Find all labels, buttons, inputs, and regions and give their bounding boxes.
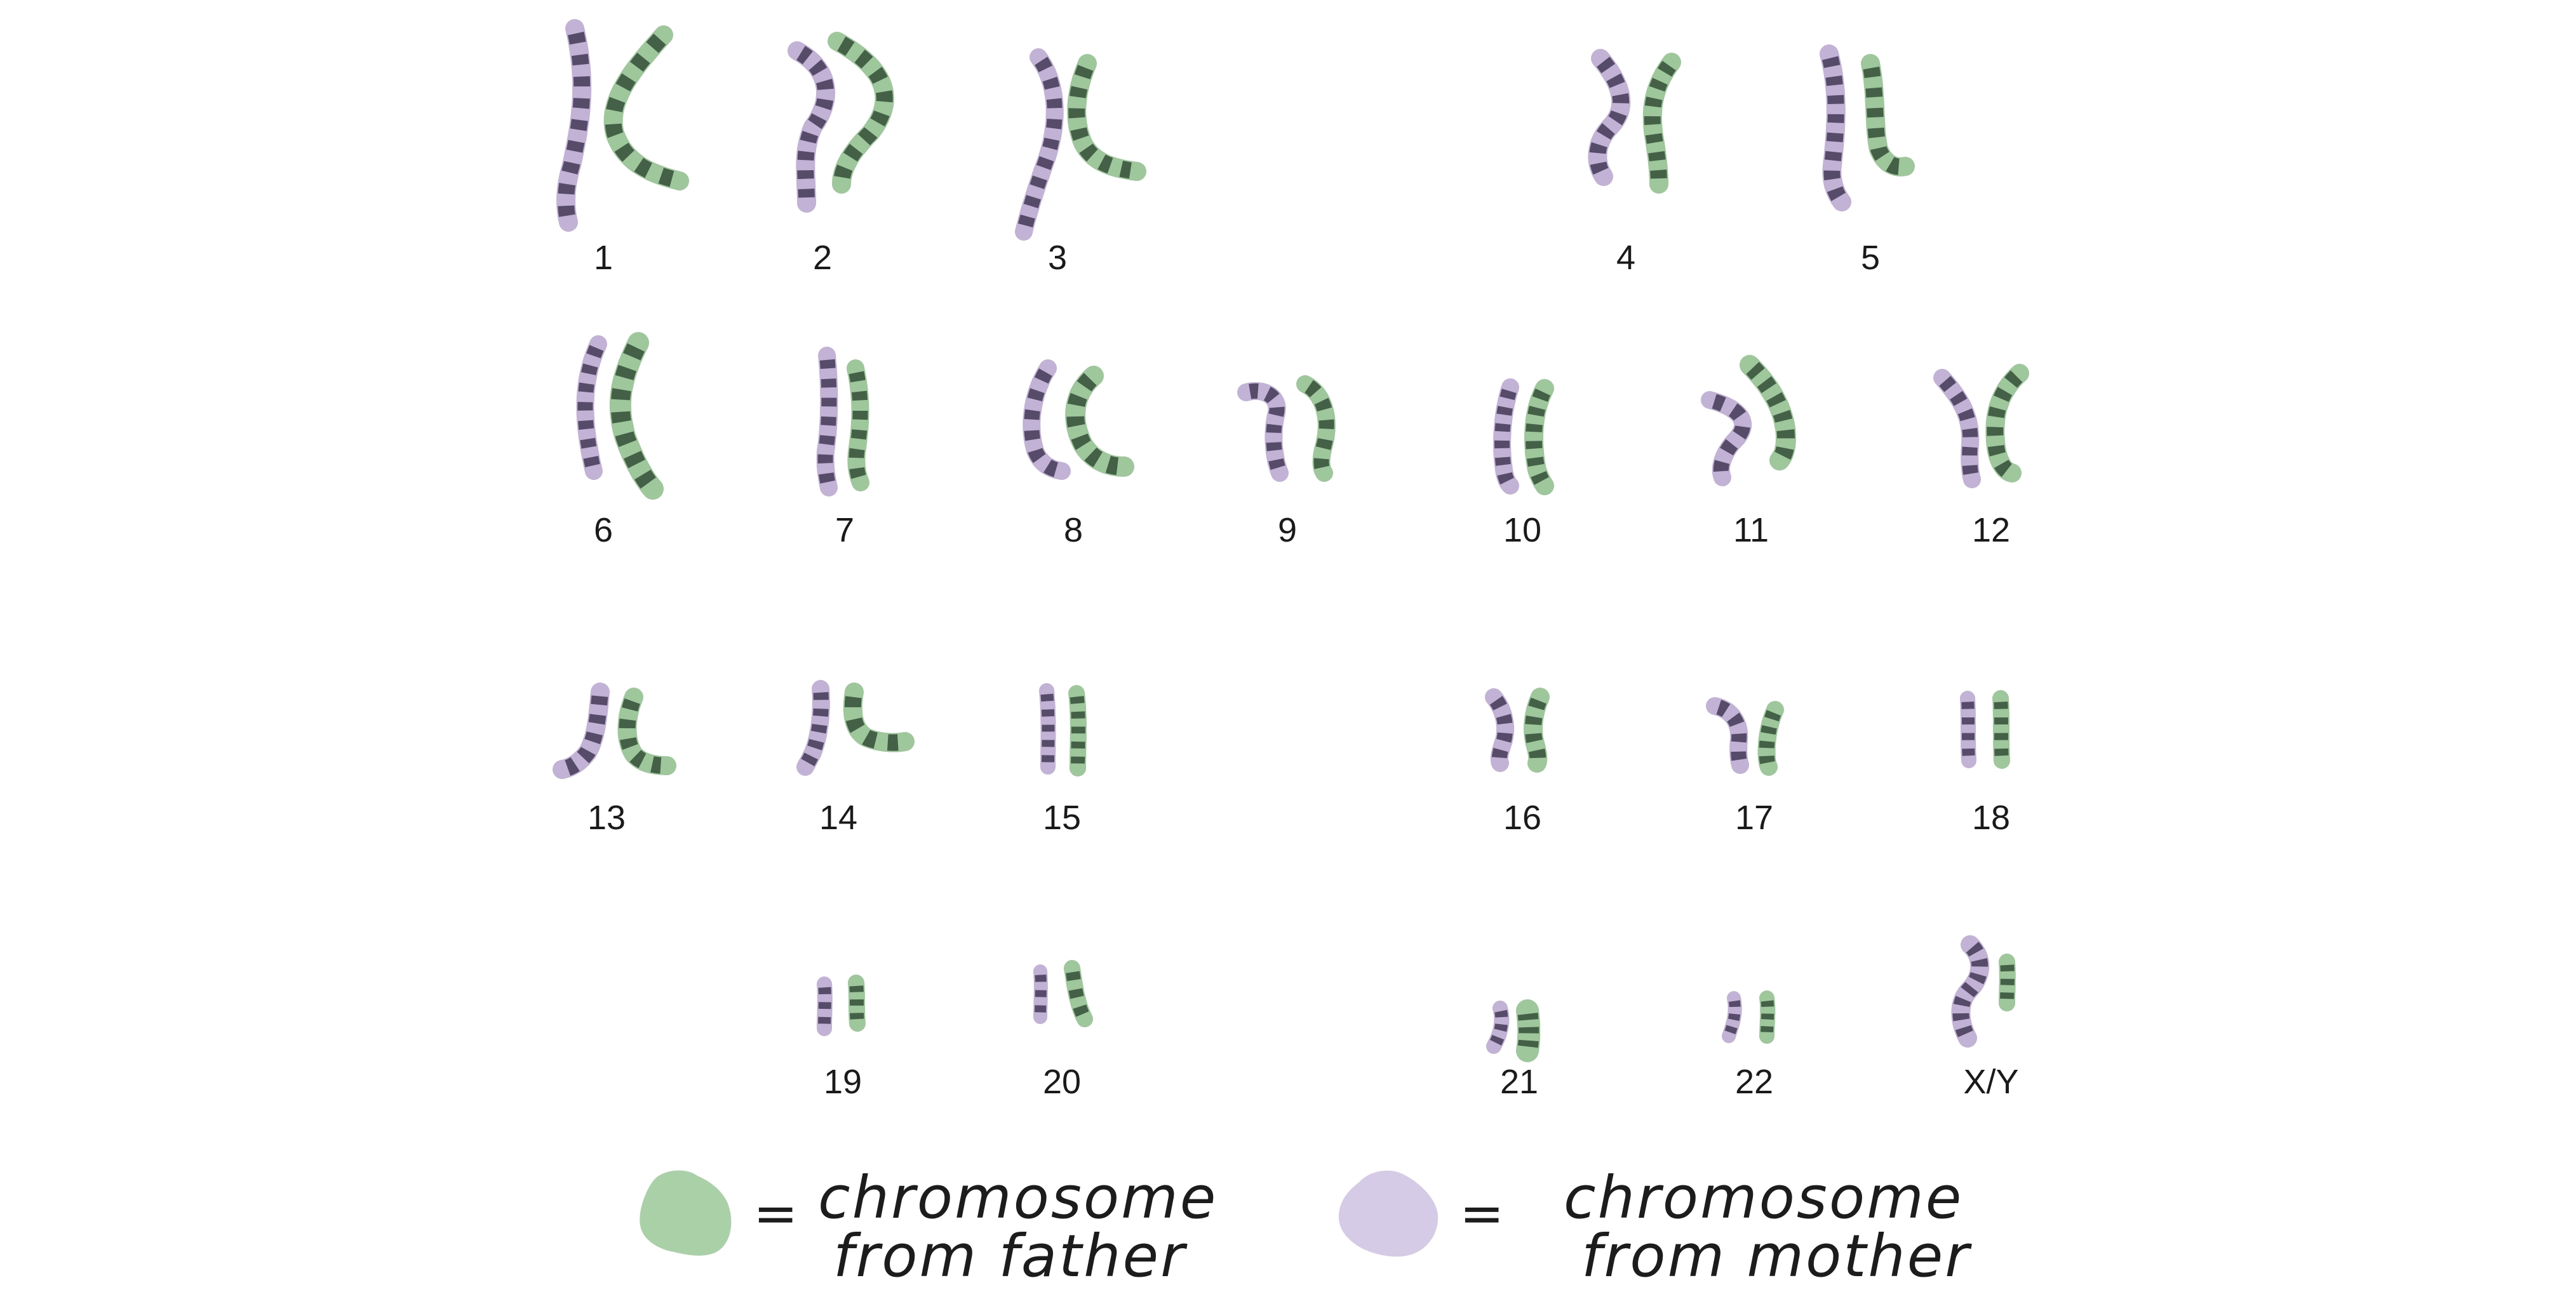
pair-label-5: 5 (1861, 239, 1880, 277)
chromosome-16-mother (1485, 688, 1515, 772)
chromosome-5-mother (1820, 44, 1851, 211)
pair-label-8: 8 (1064, 511, 1083, 549)
chromosome-9-mother (1237, 382, 1289, 482)
pair-label-20: 20 (1043, 1063, 1081, 1101)
chromosome-1-father (603, 25, 689, 190)
mother-line1: chromosome (1564, 1164, 1963, 1232)
mother-color-swatch (1338, 1170, 1439, 1257)
chromosome-2-mother (788, 41, 835, 213)
chromosome-18-mother (1960, 691, 1976, 768)
legend-mother: = chromosome from mother (1338, 1164, 1972, 1290)
chromosome-15-father (1068, 685, 1087, 776)
chromosome-21-father (1516, 999, 1541, 1062)
chromosome-8-father (1065, 366, 1134, 477)
chromosome-22-mother (1722, 991, 1742, 1043)
chromosome-19-mother (817, 976, 833, 1036)
chromosome-21-mother (1486, 1001, 1510, 1054)
chromosome-12-father (1985, 364, 2029, 483)
chromosome-8-mother (1023, 359, 1071, 480)
father-color-swatch (640, 1170, 732, 1256)
chromosome-20-father (1064, 960, 1093, 1027)
chromosome-4-father (1642, 53, 1681, 194)
chromosome-7-father (847, 359, 869, 491)
mother-line2: from mother (1581, 1222, 1972, 1290)
chromosome-22-father (1759, 990, 1776, 1044)
chromosome-7-mother (816, 347, 838, 496)
pair-label-4: 4 (1616, 239, 1635, 277)
pair-label-14: 14 (819, 799, 857, 837)
chromosome-6-father (609, 332, 664, 500)
chromosome-5-father (1861, 54, 1915, 177)
chromosome-4-mother (1588, 49, 1631, 186)
chromosome-3-father (1067, 54, 1146, 181)
pair-label-1: 1 (594, 239, 613, 277)
chromosome-13-mother (553, 683, 610, 779)
father-line2: from father (833, 1222, 1188, 1290)
chromosome-2-father (828, 32, 894, 194)
chromosome-15-mother (1039, 683, 1056, 775)
chromosome-11-father (1740, 355, 1796, 470)
pair-label-21: 21 (1500, 1063, 1538, 1101)
legend-father: = chromosome from father (640, 1164, 1218, 1290)
pair-label-22: 22 (1735, 1063, 1773, 1101)
chromosome-12-mother (1933, 369, 1981, 488)
pair-label-9: 9 (1278, 511, 1297, 549)
chromosome-10-mother (1493, 378, 1519, 495)
legend: = chromosome from father = chromosome fr… (640, 1164, 1972, 1290)
chromosome-13-father (617, 688, 676, 775)
chromosome-xy-mother (1951, 935, 1990, 1048)
pair-label-15: 15 (1043, 799, 1081, 837)
mother-equals: = (1459, 1182, 1504, 1244)
chromosome-xy-father (1999, 954, 2016, 1011)
chromosome-14-father (843, 683, 915, 752)
pair-label-2: 2 (813, 239, 832, 277)
pair-label-6: 6 (594, 511, 613, 549)
pair-label-11: 11 (1733, 511, 1769, 549)
pair-label-3: 3 (1048, 239, 1067, 277)
pair-label-13: 13 (587, 799, 626, 837)
chromosome-9-father (1296, 375, 1336, 482)
pair-label-12: 12 (1972, 511, 2010, 549)
pair-label-7: 7 (835, 511, 854, 549)
chromosome-3-mother (1015, 48, 1064, 241)
chromosome-11-mother (1701, 391, 1752, 486)
father-line1: chromosome (818, 1164, 1218, 1232)
pair-label-17: 17 (1735, 799, 1773, 837)
chromosome-17-mother (1706, 697, 1749, 774)
father-equals: = (753, 1182, 798, 1244)
pair-label-19: 19 (824, 1063, 862, 1101)
chromosome-10-father (1524, 379, 1554, 495)
chromosome-14-mother (796, 680, 830, 776)
chromosome-20-mother (1033, 964, 1048, 1024)
pair-label-10: 10 (1503, 511, 1541, 549)
chromosome-6-mother (576, 335, 607, 480)
chromosome-17-father (1757, 701, 1784, 776)
pair-label-xy: X/Y (1963, 1063, 2018, 1101)
chromosome-1-mother (556, 19, 592, 232)
chromosome-19-father (848, 975, 866, 1032)
chromosome-pairs (553, 19, 2029, 1062)
chromosome-18-father (1992, 690, 2010, 769)
pair-label-16: 16 (1503, 799, 1541, 837)
pair-labels: 1 2 3 4 5 6 7 8 9 10 11 12 13 14 15 16 1… (587, 239, 2019, 1101)
pair-label-18: 18 (1972, 799, 2010, 837)
chromosome-16-father (1524, 688, 1550, 773)
